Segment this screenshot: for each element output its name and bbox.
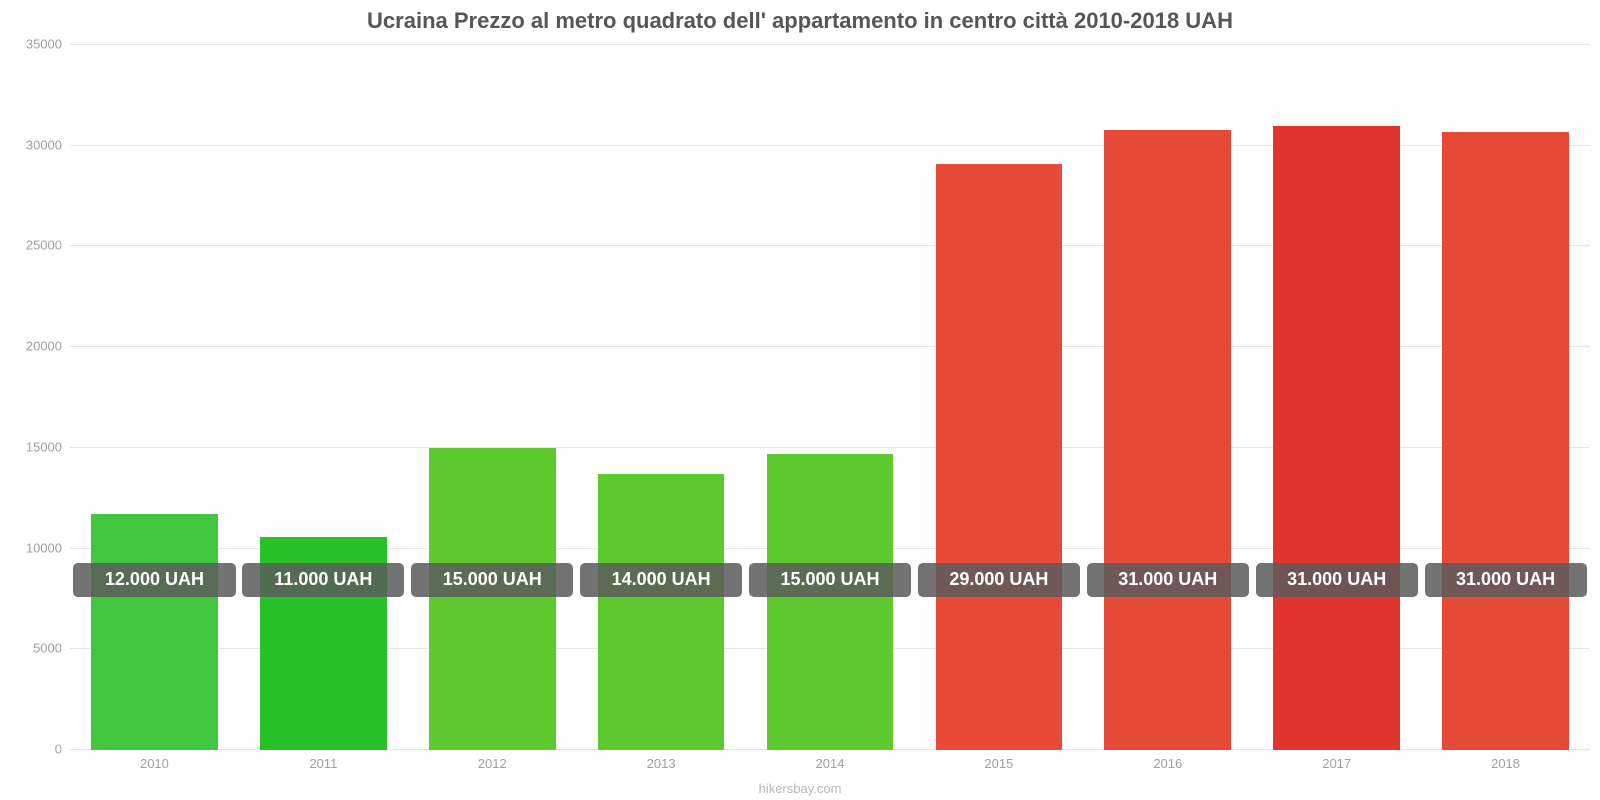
bar-slot: 31.000 UAH2016: [1083, 45, 1252, 750]
y-tick-label: 5000: [33, 641, 70, 656]
value-badge: 15.000 UAH: [749, 563, 911, 597]
bar-slot: 11.000 UAH2011: [239, 45, 408, 750]
bar: [429, 448, 556, 750]
y-tick-label: 25000: [26, 238, 70, 253]
bar-slot: 29.000 UAH2015: [914, 45, 1083, 750]
bar: [1104, 130, 1231, 750]
value-badge: 29.000 UAH: [918, 563, 1080, 597]
bar-slot: 14.000 UAH2013: [577, 45, 746, 750]
value-badge: 15.000 UAH: [411, 563, 573, 597]
x-tick-label: 2013: [647, 750, 676, 771]
chart-title: Ucraina Prezzo al metro quadrato dell' a…: [0, 0, 1600, 34]
bar-slot: 31.000 UAH2018: [1421, 45, 1590, 750]
bar-slot: 15.000 UAH2012: [408, 45, 577, 750]
y-tick-label: 10000: [26, 540, 70, 555]
source-label: hikersbay.com: [759, 781, 842, 796]
bar: [598, 474, 725, 750]
x-tick-label: 2015: [984, 750, 1013, 771]
bars-container: 12.000 UAH201011.000 UAH201115.000 UAH20…: [70, 45, 1590, 750]
y-tick-label: 20000: [26, 339, 70, 354]
y-tick-label: 0: [55, 742, 70, 757]
bar-slot: 12.000 UAH2010: [70, 45, 239, 750]
x-tick-label: 2018: [1491, 750, 1520, 771]
value-badge: 31.000 UAH: [1087, 563, 1249, 597]
value-badge: 12.000 UAH: [73, 563, 235, 597]
bar: [91, 514, 218, 750]
x-tick-label: 2014: [816, 750, 845, 771]
value-badge: 31.000 UAH: [1425, 563, 1587, 597]
x-tick-label: 2011: [309, 750, 337, 771]
plot-area: 05000100001500020000250003000035000 12.0…: [70, 45, 1590, 750]
y-tick-label: 30000: [26, 137, 70, 152]
x-tick-label: 2012: [478, 750, 507, 771]
bar: [936, 164, 1063, 750]
bar-slot: 31.000 UAH2017: [1252, 45, 1421, 750]
bar: [767, 454, 894, 750]
value-badge: 31.000 UAH: [1256, 563, 1418, 597]
x-tick-label: 2017: [1322, 750, 1351, 771]
value-badge: 14.000 UAH: [580, 563, 742, 597]
x-tick-label: 2016: [1153, 750, 1182, 771]
bar: [1273, 126, 1400, 750]
y-tick-label: 15000: [26, 439, 70, 454]
bar-slot: 15.000 UAH2014: [746, 45, 915, 750]
bar: [1442, 132, 1569, 750]
y-tick-label: 35000: [26, 37, 70, 52]
value-badge: 11.000 UAH: [242, 563, 404, 597]
x-tick-label: 2010: [140, 750, 169, 771]
